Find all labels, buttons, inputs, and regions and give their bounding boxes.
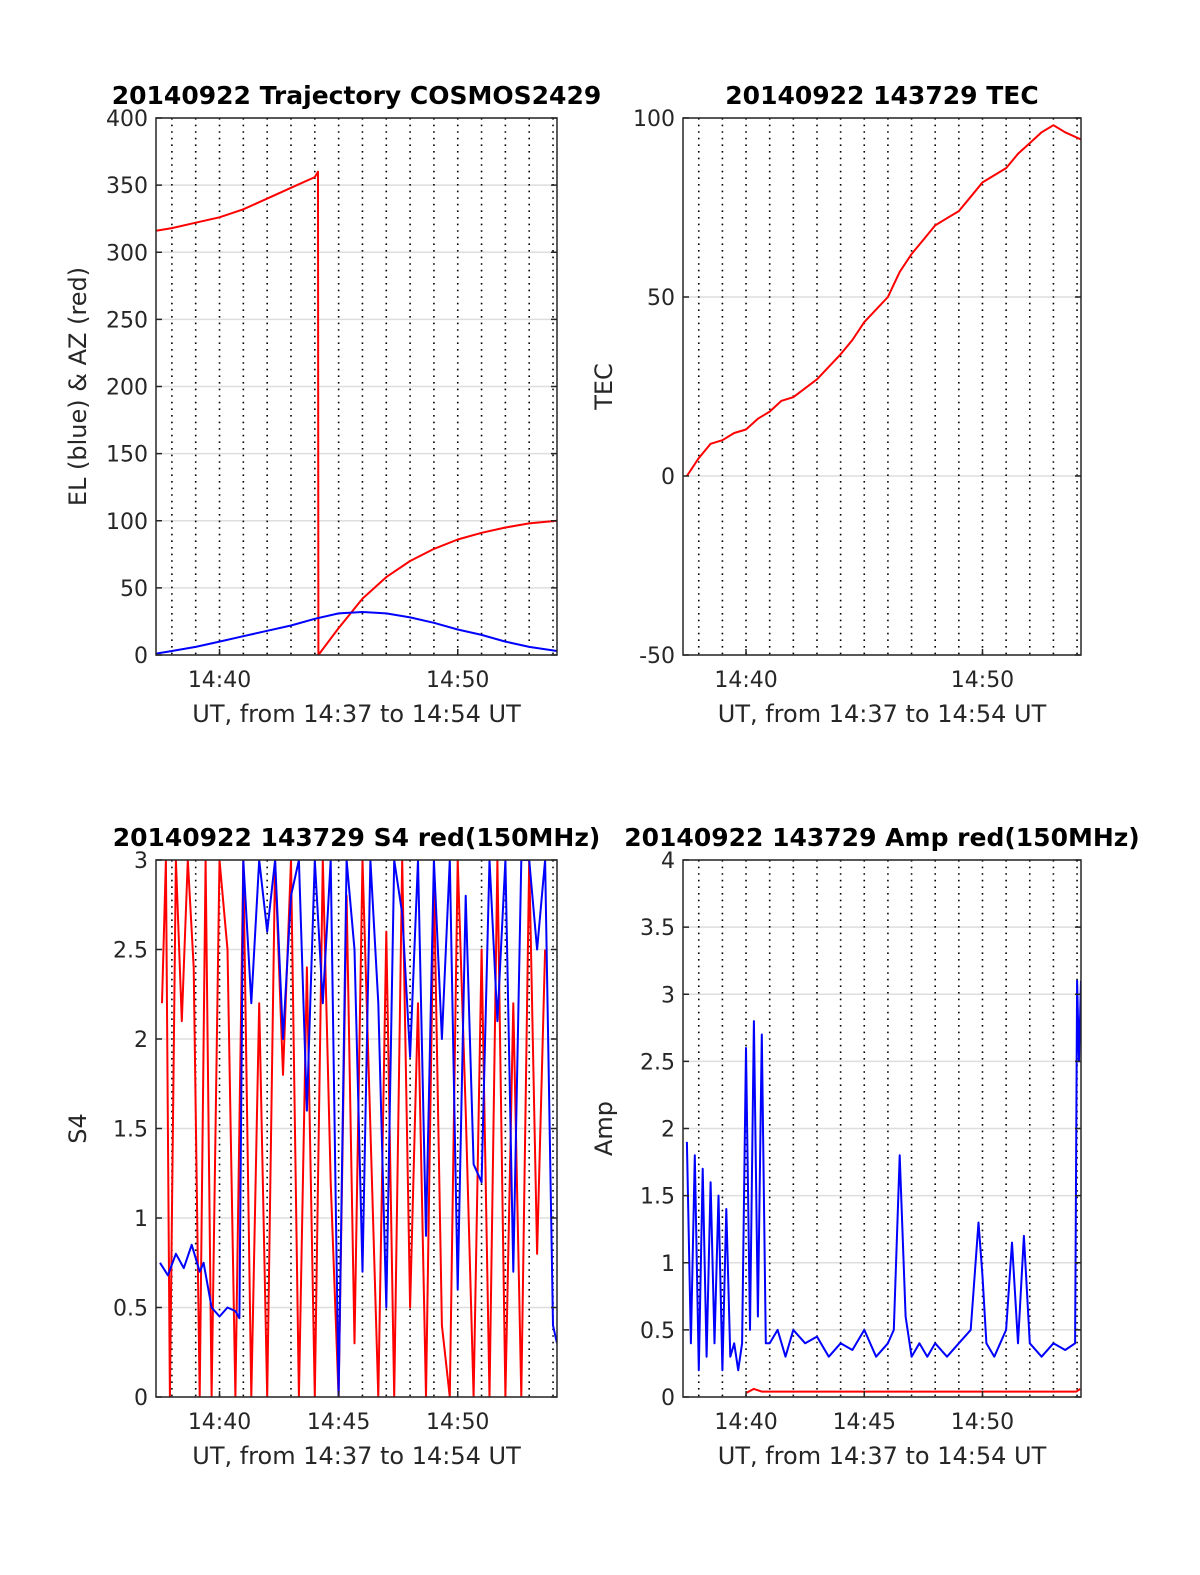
amp-xtick-label: 14:50	[951, 1410, 1014, 1435]
tec-chart-title: 20140922 143729 TEC	[725, 81, 1038, 110]
tec-ytick-label: -50	[639, 644, 675, 669]
s4-ytick-label: 3	[134, 849, 148, 874]
amp-ytick-label: 0.5	[640, 1319, 675, 1344]
s4-y-axis-label: S4	[64, 1113, 92, 1144]
tec-y-axis-label: TEC	[590, 363, 618, 411]
trajectory-series-red-line	[156, 170, 557, 655]
amp-x-axis-label: UT, from 14:37 to 14:54 UT	[718, 1442, 1047, 1470]
trajectory-x-axis-label: UT, from 14:37 to 14:54 UT	[192, 700, 521, 728]
trajectory-ytick-label: 250	[106, 308, 148, 333]
amp-panel: 0 0.5 1 1.5 2 2.5 3 3.5 4 14:40 14:45 14:50 20140922…	[590, 823, 1140, 1470]
amp-xtick-label: 14:40	[714, 1410, 777, 1435]
amp-series-blue-line	[685, 979, 1081, 1372]
amp-ytick-label: 4	[661, 849, 675, 874]
amp-ytick-label: 3	[661, 983, 675, 1008]
tec-series-red-line	[686, 124, 1081, 477]
s4-ytick-label: 0	[134, 1386, 148, 1411]
amp-xtick-label: 14:45	[833, 1410, 896, 1435]
trajectory-y-axis-label: EL (blue) & AZ (red)	[64, 267, 92, 506]
s4-series-blue-line	[159, 860, 557, 1397]
s4-ytick-label: 2.5	[113, 939, 148, 964]
s4-x-axis-label: UT, from 14:37 to 14:54 UT	[192, 1442, 521, 1470]
trajectory-panel: 0 50 100 150 200 250 300 350 400 14:40 14:50 201409…	[64, 81, 601, 728]
tec-ytick-label: 100	[633, 107, 675, 132]
tec-panel: -50 0 50 100 14:40 14:50 20140922 143729 TEC UT…	[590, 81, 1082, 728]
s4-ytick-label: 2	[134, 1028, 148, 1053]
trajectory-ytick-label: 300	[106, 241, 148, 266]
trajectory-ytick-label: 0	[134, 644, 148, 669]
amp-ytick-label: 2.5	[640, 1050, 675, 1075]
s4-xtick-label: 14:40	[188, 1410, 251, 1435]
amp-ytick-label: 3.5	[640, 916, 675, 941]
trajectory-ytick-label: 50	[120, 577, 148, 602]
s4-ytick-label: 1	[134, 1207, 148, 1232]
tec-x-axis-label: UT, from 14:37 to 14:54 UT	[718, 700, 1047, 728]
amp-ytick-label: 0	[661, 1386, 675, 1411]
amp-chart-title: 20140922 143729 Amp red(150MHz)	[624, 823, 1140, 852]
amp-series-red-line	[745, 1387, 1081, 1394]
amp-ytick-label: 1	[661, 1252, 675, 1277]
trajectory-xtick-label: 14:50	[426, 668, 489, 693]
tec-xtick-label: 14:50	[951, 668, 1014, 693]
trajectory-ytick-label: 150	[106, 443, 148, 468]
trajectory-xtick-label: 14:40	[188, 668, 251, 693]
trajectory-ytick-label: 400	[106, 107, 148, 132]
amp-ytick-label: 1.5	[640, 1185, 675, 1210]
s4-ytick-label: 0.5	[113, 1297, 148, 1322]
s4-ytick-label: 1.5	[113, 1118, 148, 1143]
s4-panel: 0 0.5 1 1.5 2 2.5 3 14:40 14:45 14:50 20140922 143…	[64, 823, 600, 1470]
trajectory-ytick-label: 200	[106, 376, 148, 401]
s4-xtick-label: 14:45	[307, 1410, 370, 1435]
tec-axes-box	[682, 117, 1082, 656]
s4-chart-title: 20140922 143729 S4 red(150MHz)	[113, 823, 601, 852]
tec-ytick-label: 50	[647, 286, 675, 311]
amp-y-axis-label: Amp	[590, 1101, 618, 1156]
tec-ytick-label: 0	[661, 465, 675, 490]
trajectory-chart-title: 20140922 Trajectory COSMOS2429	[112, 81, 602, 110]
amp-ytick-label: 2	[661, 1118, 675, 1143]
trajectory-ytick-label: 100	[106, 510, 148, 535]
trajectory-series-blue-line	[156, 611, 557, 655]
s4-xtick-label: 14:50	[426, 1410, 489, 1435]
trajectory-ytick-label: 350	[106, 174, 148, 199]
tec-xtick-label: 14:40	[714, 668, 777, 693]
